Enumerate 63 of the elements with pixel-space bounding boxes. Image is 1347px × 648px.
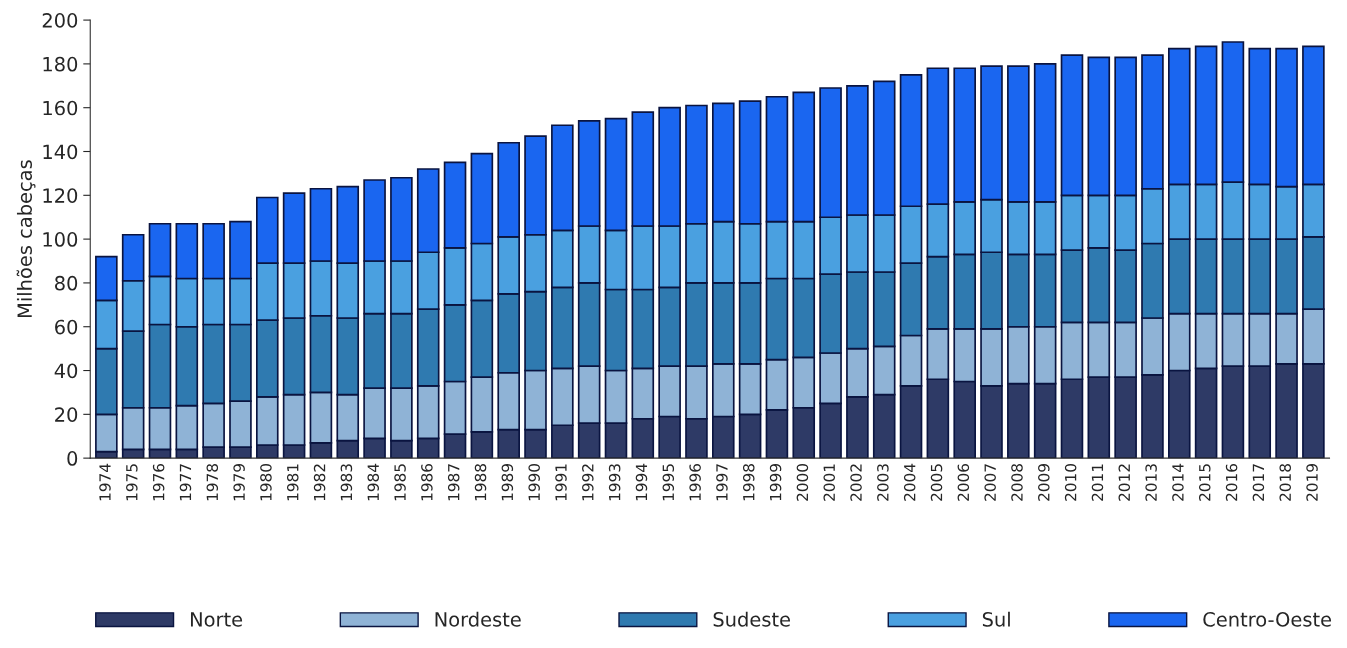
x-tick-label: 1980 bbox=[260, 464, 272, 501]
x-tick-label: 1985 bbox=[394, 464, 406, 501]
x-tick-label: 2011 bbox=[1091, 464, 1104, 501]
x-tick-label: 1992 bbox=[582, 464, 594, 501]
y-tick-label: 140 bbox=[43, 144, 78, 160]
x-tick-label: 1994 bbox=[635, 463, 648, 501]
y-tick-label: 20 bbox=[55, 407, 78, 422]
y-tick-label: 100 bbox=[43, 232, 78, 247]
y-tick-label: 180 bbox=[43, 56, 78, 72]
y-tick-label: 200 bbox=[42, 13, 78, 28]
y-tick-label: 40 bbox=[54, 363, 78, 379]
x-tick-label: 1981 bbox=[286, 464, 299, 501]
x-tick-label: 1993 bbox=[608, 464, 621, 501]
x-tick-label: 1975 bbox=[126, 464, 138, 501]
x-tick-label: 2010 bbox=[1064, 464, 1077, 501]
y-tick-label: 160 bbox=[43, 100, 78, 116]
x-tick-label: 1997 bbox=[716, 464, 728, 501]
y-axis-title: Milhões cabeças bbox=[16, 160, 36, 318]
x-tick-label: 1996 bbox=[689, 463, 701, 501]
x-tick-label: 2007 bbox=[984, 464, 996, 501]
x-tick-label: 1998 bbox=[742, 464, 755, 501]
y-tick-label: 0 bbox=[67, 451, 78, 466]
x-tick-label: 1995 bbox=[662, 464, 675, 501]
y-tick-label: 60 bbox=[55, 319, 78, 335]
legend-label: Nordeste bbox=[435, 611, 521, 627]
legend-label: Centro-Oeste bbox=[1203, 612, 1332, 627]
x-tick-label: 2015 bbox=[1198, 464, 1211, 501]
x-tick-label: 1991 bbox=[555, 464, 567, 501]
x-tick-label: 1989 bbox=[501, 464, 514, 501]
x-tick-label: 1990 bbox=[528, 464, 540, 501]
x-tick-label: 2019 bbox=[1306, 464, 1318, 501]
x-tick-label: 1982 bbox=[313, 464, 326, 501]
x-tick-label: 2001 bbox=[823, 464, 836, 501]
x-tick-label: 2002 bbox=[850, 464, 862, 501]
x-tick-label: 2012 bbox=[1118, 464, 1131, 501]
legend-label: Norte bbox=[191, 612, 243, 627]
legend-label: Sudeste bbox=[713, 611, 790, 627]
x-tick-label: 1983 bbox=[340, 464, 353, 501]
x-tick-label: 2009 bbox=[1038, 464, 1050, 501]
x-tick-label: 2013 bbox=[1145, 464, 1157, 501]
x-tick-label: 1978 bbox=[206, 464, 219, 501]
x-tick-label: 1976 bbox=[152, 463, 165, 501]
x-tick-label: 1984 bbox=[367, 463, 380, 501]
legend-label: Sul bbox=[982, 611, 1010, 627]
x-tick-label: 1977 bbox=[179, 464, 192, 501]
x-tick-label: 2000 bbox=[796, 464, 809, 501]
y-tick-label: 80 bbox=[55, 275, 78, 291]
x-tick-label: 2005 bbox=[930, 464, 943, 501]
x-tick-label: 2003 bbox=[877, 464, 889, 501]
x-tick-label: 2017 bbox=[1252, 464, 1265, 501]
x-tick-label: 1987 bbox=[447, 464, 460, 501]
x-tick-label: 1986 bbox=[421, 463, 433, 501]
x-tick-label: 1999 bbox=[769, 464, 782, 501]
x-tick-label: 1979 bbox=[233, 464, 245, 501]
y-tick-label: 120 bbox=[43, 188, 78, 203]
x-tick-label: 1988 bbox=[474, 464, 487, 501]
x-tick-label: 2014 bbox=[1172, 463, 1184, 501]
x-tick-label: 1974 bbox=[99, 463, 111, 501]
x-tick-label: 2006 bbox=[957, 463, 970, 501]
x-tick-label: 2004 bbox=[903, 463, 916, 501]
x-tick-label: 2016 bbox=[1225, 463, 1238, 501]
x-tick-label: 2008 bbox=[1011, 464, 1023, 501]
x-tick-label: 2018 bbox=[1279, 464, 1291, 501]
